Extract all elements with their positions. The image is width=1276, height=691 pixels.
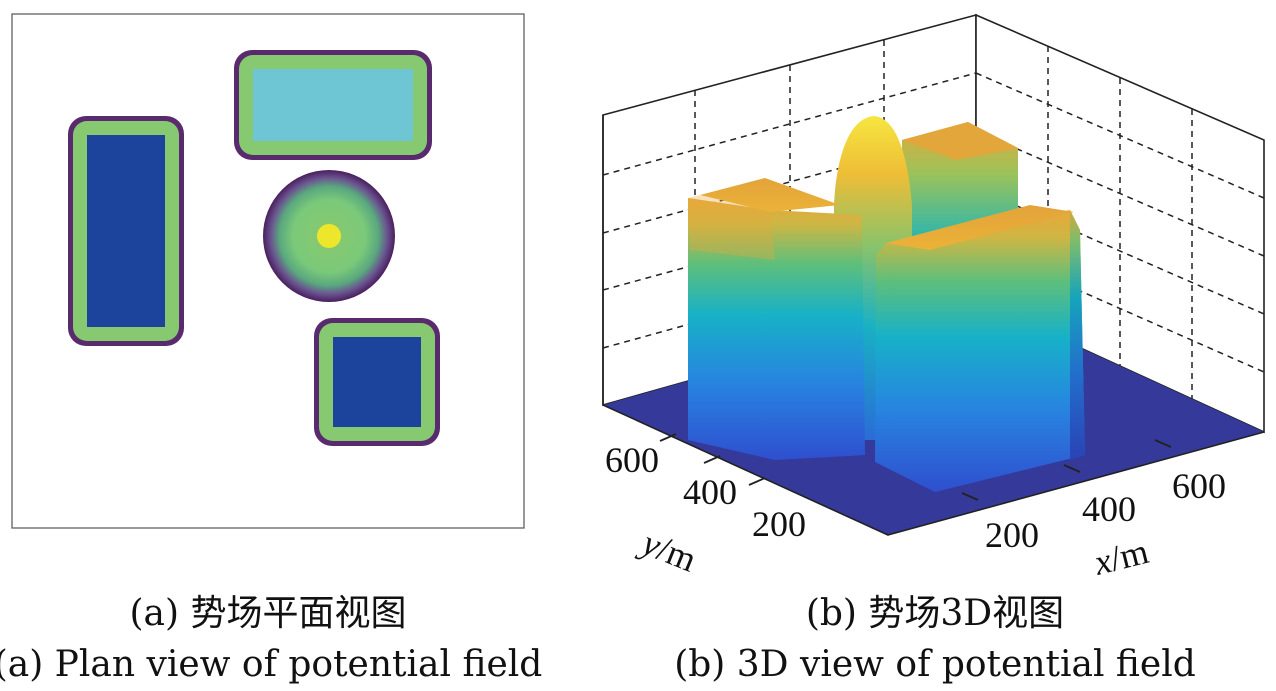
surface-3d-panel: 600 400 200 200 400 600 y/m x/m [602,13,1265,583]
x-axis-ticks [961,439,1172,501]
y-axis-label: y/m [634,521,702,579]
axis-frame-front [602,115,1265,536]
svg-text:x/m: x/m [1089,531,1152,583]
x-axis-label: x/m [1089,531,1152,583]
svg-text:y/m: y/m [634,521,702,579]
surface-block-front-right [875,205,1085,492]
x-tick-label-200: 200 [985,515,1039,555]
y-tick-label-400: 400 [683,472,737,512]
plan-view-panel [11,13,525,529]
obstacle-center-circle [263,170,395,302]
y-tick-label-600: 600 [605,440,659,480]
y-tick-label-200: 200 [752,504,806,544]
caption-a-en: (a) Plan view of potential field [0,644,542,685]
x-tick-label-600: 600 [1172,466,1226,506]
caption-b-cn: (b) 势场3D视图 [806,593,1064,634]
surface-block-left [688,178,865,460]
caption-b-en: (b) 3D view of potential field [674,644,1196,685]
obstacle-left-rectangle [68,116,184,346]
obstacle-top-rectangle [234,50,432,160]
x-tick-label-400: 400 [1082,489,1136,529]
y-axis-ticks [659,433,766,486]
obstacle-bottom-right-square [314,318,440,446]
caption-a-cn: (a) 势场平面视图 [130,593,407,634]
